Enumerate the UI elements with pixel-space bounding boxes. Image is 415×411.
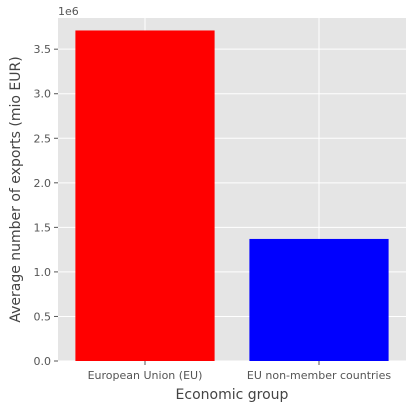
y-tick-label: 0.5 [34, 310, 52, 323]
y-tick-label: 3.5 [34, 43, 52, 56]
y-tick-label: 3.0 [34, 88, 52, 101]
y-tick-label: 0.0 [34, 355, 52, 368]
bars [75, 30, 389, 362]
y-axis-label: Average number of exports (mio EUR) [8, 56, 24, 322]
x-axis-label: Economic group [176, 387, 289, 403]
y-tick-label: 1.0 [34, 266, 52, 279]
y-axis-ticks: 0.0 0.5 1.0 1.5 2.0 2.5 3.0 3.5 [34, 43, 58, 368]
bar [249, 238, 389, 361]
y-tick-label: 2.0 [34, 177, 52, 190]
y-tick-label: 1.5 [34, 221, 52, 234]
bar [75, 30, 215, 362]
x-tick-label: EU non-member countries [247, 369, 391, 382]
y-tick-label: 2.5 [34, 132, 52, 145]
x-axis-ticks: European Union (EU) EU non-member countri… [88, 361, 391, 382]
y-axis-scale-multiplier: 1e6 [58, 5, 79, 18]
x-tick-label: European Union (EU) [88, 369, 203, 382]
